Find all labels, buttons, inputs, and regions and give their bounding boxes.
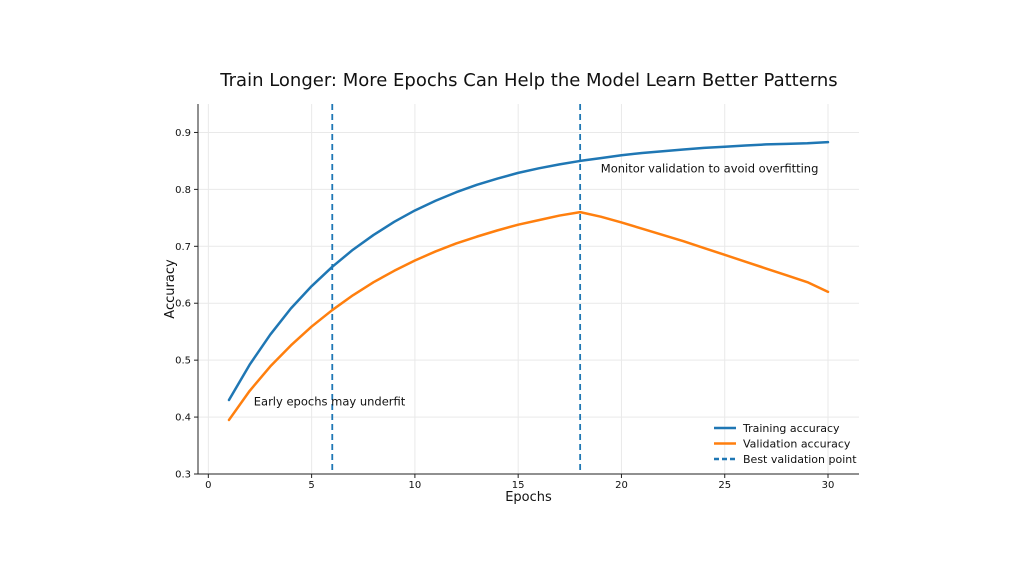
annotations: Early epochs may underfit Monitor validat…: [254, 161, 819, 408]
annotation-1: Monitor validation to avoid overfitting: [601, 161, 819, 175]
y-tick-label-5: 0.8: [175, 185, 191, 196]
x-axis-label: Epochs: [505, 490, 552, 505]
y-tick-label-1: 0.4: [175, 413, 191, 424]
y-tick-label-6: 0.9: [175, 128, 191, 139]
y-axis-label: Accuracy: [163, 259, 178, 319]
legend-label-2: Best validation point: [743, 453, 857, 466]
x-tick-label-3: 15: [512, 480, 525, 491]
x-tick-label-0: 0: [205, 480, 211, 491]
legend: Training accuracy Validation accuracy Best…: [714, 422, 857, 466]
x-tick-label-1: 5: [308, 480, 314, 491]
x-tick-label-6: 30: [822, 480, 835, 491]
vertical-lines-layer: [331, 104, 582, 474]
axis-layer: [197, 104, 859, 475]
grid-layer: [198, 104, 859, 475]
y-tick-label-3: 0.6: [175, 299, 191, 310]
annotation-0: Early epochs may underfit: [254, 395, 406, 409]
y-ticks: 0.3 0.4 0.5 0.6 0.7 0.8 0.9: [175, 128, 198, 481]
validation-accuracy-line: [227, 210, 830, 422]
x-tick-label-4: 20: [615, 480, 628, 491]
x-tick-label-2: 10: [409, 480, 422, 491]
legend-label-0: Training accuracy: [742, 422, 840, 435]
chart-title: Train Longer: More Epochs Can Help the M…: [219, 70, 837, 91]
y-tick-label-4: 0.7: [175, 242, 191, 253]
legend-label-1: Validation accuracy: [743, 438, 851, 451]
y-tick-label-2: 0.5: [175, 356, 191, 367]
x-tick-label-5: 25: [718, 480, 731, 491]
y-tick-label-0: 0.3: [175, 470, 191, 481]
x-ticks: 0 5 10 15 20 25 30: [205, 474, 834, 491]
training-accuracy-line: [227, 140, 830, 402]
series-layer: [227, 140, 830, 422]
